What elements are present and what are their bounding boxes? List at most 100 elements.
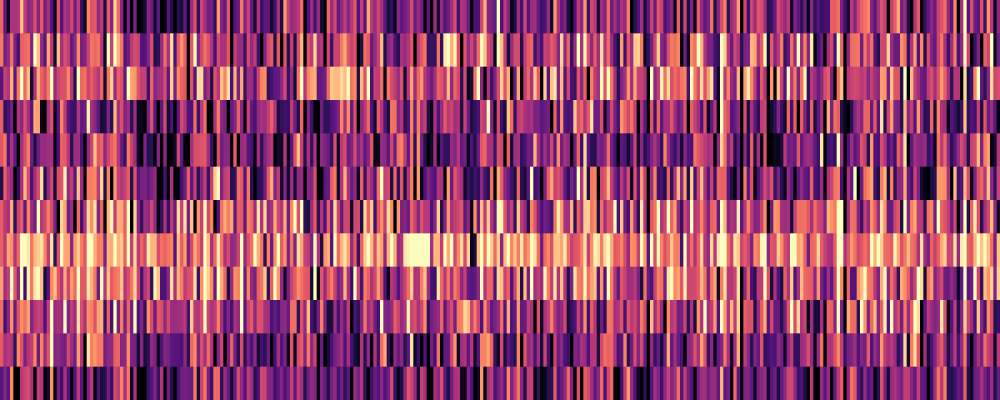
heatmap-cell: [333, 266, 338, 301]
heatmap-cell: [70, 366, 74, 400]
heatmap-cell: [100, 66, 104, 101]
heatmap-cell: [936, 233, 941, 268]
heatmap-cell: [340, 300, 344, 334]
heatmap-cell: [640, 233, 644, 268]
heatmap-cell: [813, 0, 818, 34]
heatmap-cell: [746, 66, 751, 101]
heatmap-cell: [330, 366, 334, 400]
heatmap-cell: [180, 266, 184, 301]
heatmap-cell: [503, 33, 508, 68]
heatmap-cell: [586, 33, 591, 68]
heatmap-cell: [126, 100, 131, 134]
heatmap-cell: [706, 233, 711, 268]
heatmap-cell: [110, 100, 114, 134]
heatmap-cell: [380, 0, 384, 34]
heatmap-cell: [993, 166, 998, 201]
heatmap-cell: [363, 166, 368, 201]
heatmap-cell: [153, 300, 158, 334]
heatmap-cell: [420, 33, 424, 68]
heatmap-cell: [160, 0, 164, 34]
heatmap-cell: [923, 66, 928, 101]
heatmap-cell: [56, 0, 61, 34]
heatmap-cell: [206, 200, 211, 234]
heatmap-cell: [213, 333, 218, 368]
heatmap-cell: [913, 0, 918, 34]
heatmap-cell: [846, 366, 851, 400]
heatmap-cell: [600, 200, 604, 234]
heatmap-cell: [913, 66, 918, 101]
heatmap-cell: [30, 166, 34, 201]
heatmap-cell: [413, 266, 418, 301]
heatmap-cell: [93, 33, 98, 68]
heatmap-cell: [786, 200, 791, 234]
heatmap-cell: [646, 100, 651, 134]
heatmap-cell: [376, 100, 381, 134]
heatmap-cell: [3, 0, 8, 34]
heatmap-cell: [220, 266, 224, 301]
heatmap-cell: [566, 233, 571, 268]
heatmap-cell: [746, 100, 751, 134]
heatmap-cell: [793, 300, 798, 334]
heatmap-cell: [450, 200, 454, 234]
heatmap-cell: [26, 133, 31, 168]
heatmap-cell: [516, 66, 521, 101]
heatmap-cell: [720, 66, 724, 101]
heatmap-cell: [836, 33, 841, 68]
heatmap-cell: [186, 33, 191, 68]
heatmap-cell: [403, 200, 408, 234]
heatmap-cell: [940, 33, 944, 68]
heatmap-cell: [843, 333, 848, 368]
heatmap-cell: [116, 0, 121, 34]
heatmap-cell: [526, 0, 531, 34]
heatmap-cell: [53, 266, 58, 301]
heatmap-cell: [556, 33, 561, 68]
heatmap-cell: [626, 133, 631, 168]
heatmap-cell: [406, 100, 411, 134]
heatmap-cell: [970, 66, 974, 101]
heatmap-cell: [576, 166, 581, 201]
heatmap-cell: [623, 300, 628, 334]
heatmap-cell: [526, 166, 531, 201]
heatmap-cell: [786, 333, 791, 368]
heatmap-cell: [846, 133, 851, 168]
heatmap-cell: [713, 100, 718, 134]
heatmap-cell: [496, 266, 501, 301]
heatmap-cell: [700, 366, 704, 400]
heatmap-cell: [170, 266, 174, 301]
heatmap-cell: [583, 366, 588, 400]
heatmap-cell: [413, 333, 418, 368]
heatmap-cell: [783, 233, 788, 268]
heatmap-cell: [320, 133, 324, 168]
heatmap-cell: [80, 366, 84, 400]
heatmap-cell: [796, 300, 801, 334]
heatmap-cell: [280, 366, 284, 400]
heatmap-cell: [766, 100, 771, 134]
heatmap-cell: [540, 333, 544, 368]
heatmap-row-3: [0, 100, 1000, 134]
heatmap-cell: [776, 300, 781, 334]
heatmap-cell: [920, 33, 924, 68]
heatmap-cell: [10, 366, 14, 400]
heatmap-cell: [70, 233, 74, 268]
heatmap-cell: [93, 200, 98, 234]
heatmap-cell: [56, 166, 61, 201]
heatmap-cell: [516, 33, 521, 68]
heatmap-cell: [260, 33, 264, 68]
heatmap-cell: [183, 166, 188, 201]
heatmap-cell: [720, 333, 724, 368]
heatmap-cell: [866, 233, 871, 268]
heatmap-cell: [900, 233, 904, 268]
heatmap-cell: [436, 33, 441, 68]
heatmap-cell: [630, 0, 634, 34]
heatmap-cell: [133, 266, 138, 301]
heatmap-cell: [683, 266, 688, 301]
heatmap-cell: [3, 100, 8, 134]
heatmap-cell: [73, 266, 78, 301]
heatmap-cell: [86, 200, 91, 234]
heatmap-cell: [23, 300, 28, 334]
heatmap-cell: [856, 233, 861, 268]
heatmap-cell: [130, 100, 134, 134]
heatmap-cell: [590, 0, 594, 34]
heatmap-cell: [533, 0, 538, 34]
heatmap-cell: [813, 166, 818, 201]
